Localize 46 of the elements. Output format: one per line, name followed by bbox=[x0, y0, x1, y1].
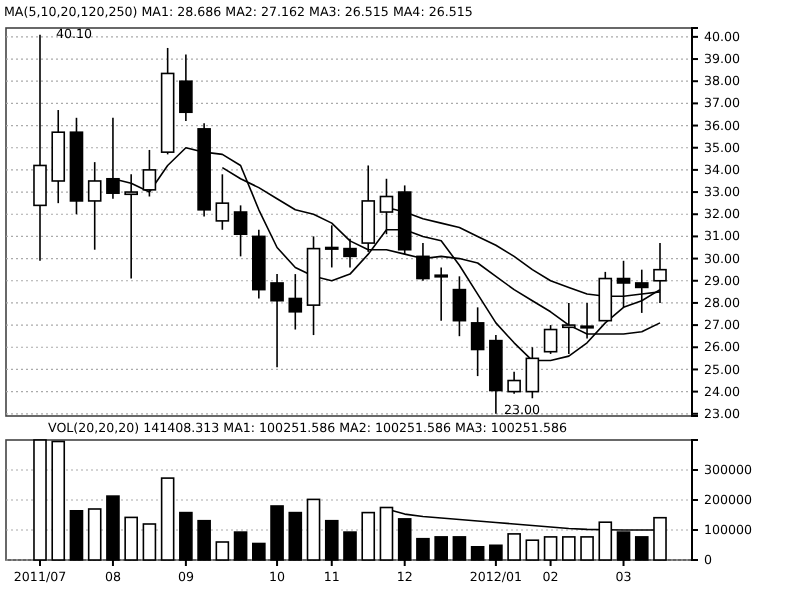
candlestick bbox=[270, 273, 284, 369]
bar bbox=[562, 536, 576, 561]
candlestick bbox=[507, 370, 521, 395]
candlestick bbox=[324, 224, 339, 269]
bar bbox=[324, 519, 339, 561]
bar bbox=[215, 541, 230, 561]
candlestick bbox=[233, 204, 248, 258]
candlestick bbox=[288, 273, 303, 331]
bar bbox=[470, 546, 485, 561]
candlestick bbox=[543, 324, 558, 355]
candlestick bbox=[124, 173, 138, 280]
bar bbox=[124, 516, 138, 561]
bar bbox=[160, 477, 175, 561]
bar bbox=[434, 536, 448, 561]
bar bbox=[452, 536, 467, 561]
bar bbox=[543, 536, 558, 561]
candlestick bbox=[215, 173, 230, 231]
bar bbox=[270, 505, 284, 561]
bar bbox=[343, 531, 357, 561]
bar bbox=[179, 511, 193, 561]
bar bbox=[106, 495, 120, 561]
bar bbox=[87, 508, 102, 561]
candlestick bbox=[434, 266, 448, 322]
candlestick bbox=[452, 275, 467, 337]
bar bbox=[416, 537, 430, 561]
bar bbox=[69, 510, 84, 561]
bar bbox=[197, 519, 211, 561]
bar bbox=[33, 439, 47, 561]
bar bbox=[252, 542, 266, 561]
candlestick bbox=[416, 242, 430, 282]
bar bbox=[361, 511, 376, 561]
candlestick bbox=[33, 33, 47, 262]
bar bbox=[233, 531, 248, 561]
bar bbox=[51, 440, 66, 561]
candlestick bbox=[87, 161, 102, 251]
bar bbox=[507, 533, 521, 561]
candlestick bbox=[470, 306, 485, 377]
bar bbox=[580, 536, 594, 561]
candlestick bbox=[179, 53, 193, 122]
bar bbox=[634, 536, 649, 561]
bar bbox=[306, 498, 321, 561]
bar bbox=[525, 539, 540, 561]
bar bbox=[288, 511, 303, 561]
candlestick bbox=[343, 237, 357, 269]
bar bbox=[489, 544, 503, 561]
bar bbox=[142, 523, 157, 561]
